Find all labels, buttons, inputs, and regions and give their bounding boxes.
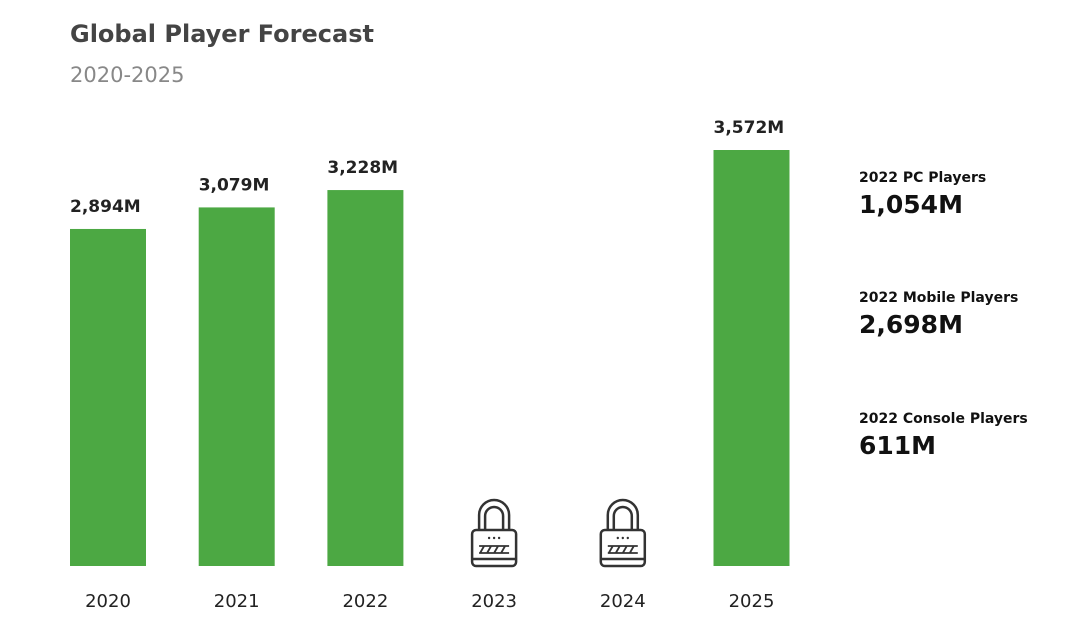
x-tick-label: 2020 — [85, 591, 131, 612]
data-label: 3,572M — [714, 118, 785, 138]
data-label: 3,228M — [327, 158, 398, 178]
bar-chart: 2,894M 2020 3,079M 2021 3,228M 2022 2023 2024 3,… — [70, 118, 790, 612]
stat-pc: 2022 PC Players 1,054M — [859, 170, 986, 219]
bar-2025 — [713, 150, 790, 566]
stat-value: 1,054M — [859, 190, 963, 219]
stat-label: 2022 Mobile Players — [859, 290, 1019, 306]
x-tick-label: 2022 — [342, 591, 388, 612]
x-tick-label: 2023 — [471, 591, 517, 612]
stat-console: 2022 Console Players 611M — [859, 411, 1028, 460]
x-tick-label: 2024 — [600, 591, 646, 612]
stat-mobile: 2022 Mobile Players 2,698M — [859, 290, 1018, 339]
chart-subtitle: 2020-2025 — [70, 63, 185, 87]
bar-2020 — [70, 228, 146, 566]
lock-icon — [470, 498, 518, 568]
stat-label: 2022 Console Players — [859, 411, 1028, 427]
stat-label: 2022 PC Players — [859, 170, 987, 186]
bar-2022 — [327, 190, 404, 566]
data-label: 3,079M — [199, 175, 270, 195]
x-tick-label: 2021 — [214, 591, 260, 612]
lock-icon — [599, 498, 647, 568]
stat-value: 611M — [859, 431, 937, 460]
stat-value: 2,698M — [859, 310, 963, 339]
chart-title: Global Player Forecast — [70, 20, 374, 48]
bar-2021 — [198, 207, 275, 566]
data-label: 2,894M — [70, 197, 141, 217]
x-tick-label: 2025 — [729, 591, 775, 612]
